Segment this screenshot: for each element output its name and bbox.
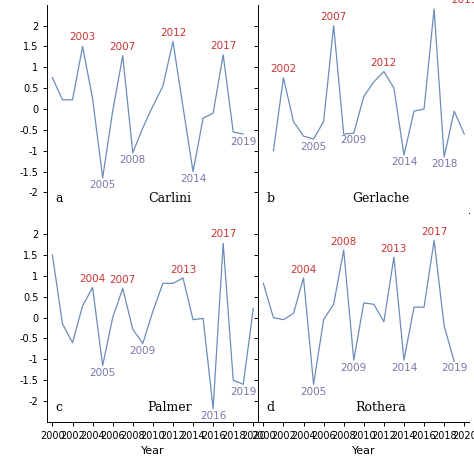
Text: 2013: 2013 [381, 244, 407, 254]
Text: 2018: 2018 [431, 159, 457, 169]
Text: 2009: 2009 [341, 363, 367, 373]
Text: 2017: 2017 [421, 227, 447, 237]
Text: 2014: 2014 [391, 363, 417, 373]
Text: a: a [56, 192, 64, 205]
Text: c: c [56, 401, 63, 413]
Text: 2004: 2004 [80, 274, 106, 284]
Text: 2005: 2005 [301, 142, 327, 152]
Text: 2016: 2016 [200, 410, 226, 420]
Text: 2007: 2007 [109, 42, 136, 52]
Text: 2013: 2013 [170, 264, 196, 274]
Text: 2008: 2008 [119, 155, 146, 165]
Text: d: d [267, 401, 275, 413]
Text: 2012: 2012 [371, 58, 397, 68]
Text: 2009: 2009 [130, 346, 156, 356]
Text: 2019: 2019 [451, 0, 474, 5]
Text: 2007: 2007 [320, 12, 347, 22]
Text: 2012: 2012 [160, 28, 186, 38]
Text: 2019: 2019 [441, 364, 467, 374]
Text: 2002: 2002 [270, 64, 297, 74]
Text: 2005: 2005 [90, 180, 116, 190]
Text: 2014: 2014 [180, 174, 206, 184]
Text: Rothera: Rothera [355, 401, 406, 413]
Text: 2017: 2017 [210, 41, 237, 52]
Text: 2017: 2017 [210, 229, 237, 239]
Text: b: b [267, 192, 275, 205]
Text: 2007: 2007 [109, 275, 136, 285]
Text: Carlini: Carlini [148, 192, 191, 205]
Text: 2005: 2005 [90, 368, 116, 378]
Text: 2014: 2014 [391, 157, 417, 167]
Text: 2005: 2005 [301, 387, 327, 397]
X-axis label: Year: Year [141, 447, 164, 456]
Text: 2009: 2009 [341, 135, 367, 146]
Text: Palmer: Palmer [147, 401, 192, 413]
Text: 2019: 2019 [230, 137, 256, 146]
Text: 2008: 2008 [330, 237, 357, 246]
Text: 2019: 2019 [230, 387, 256, 397]
Text: Gerlache: Gerlache [352, 192, 409, 205]
X-axis label: Year: Year [352, 447, 375, 456]
Text: 2003: 2003 [69, 32, 96, 42]
Text: 2004: 2004 [291, 264, 317, 274]
